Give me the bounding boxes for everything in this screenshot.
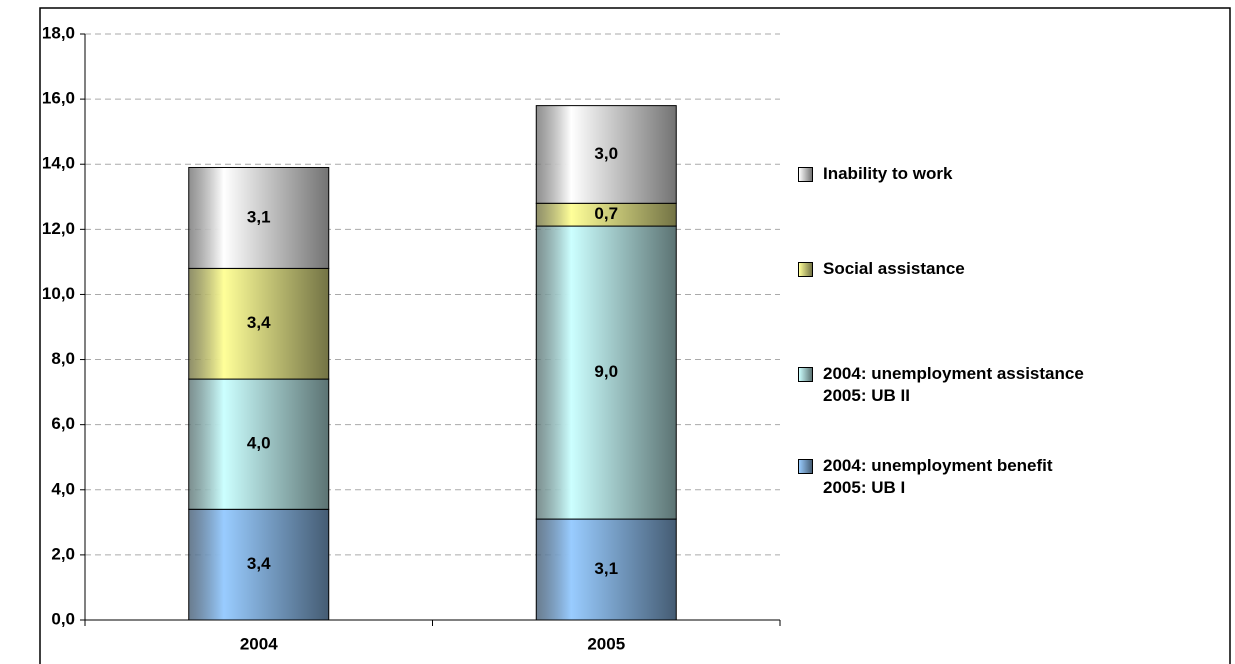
y-tick-label: 6,0 (51, 414, 75, 433)
bar-segment (535, 518, 677, 621)
bar-segment (535, 105, 677, 204)
x-tick-label: 2004 (240, 634, 278, 653)
legend-label: Social assistance (823, 259, 965, 278)
bar-segment (188, 378, 330, 510)
value-label: 4,0 (247, 434, 271, 453)
chart-frame (39, 7, 1231, 664)
legend-item: Social assistance (798, 258, 965, 280)
legend-swatch (798, 459, 813, 474)
bar-segment (535, 225, 677, 520)
y-tick-label: 14,0 (42, 154, 75, 173)
value-label: 3,4 (247, 313, 271, 332)
legend-swatch (798, 167, 813, 182)
legend-item: 2004: unemployment assistance 2005: UB I… (798, 363, 1084, 407)
value-label: 0,7 (594, 204, 618, 223)
legend-swatch (798, 367, 813, 382)
legend-label: 2004: unemployment assistance 2005: UB I… (823, 364, 1084, 405)
y-tick-label: 16,0 (42, 89, 75, 108)
y-tick-label: 10,0 (42, 284, 75, 303)
y-tick-label: 4,0 (51, 479, 75, 498)
legend-label: 2004: unemployment benefit 2005: UB I (823, 456, 1053, 497)
bar-segment (188, 166, 330, 269)
legend-swatch (798, 262, 813, 277)
legend-item: 2004: unemployment benefit 2005: UB I (798, 455, 1053, 499)
y-tick-label: 8,0 (51, 349, 75, 368)
legend-label: Inability to work (823, 164, 953, 183)
value-label: 3,1 (594, 559, 618, 578)
y-tick-label: 12,0 (42, 219, 75, 238)
y-tick-label: 2,0 (51, 544, 75, 563)
value-label: 3,1 (247, 207, 271, 226)
value-label: 3,4 (247, 554, 271, 573)
x-tick-label: 2005 (587, 634, 625, 653)
value-label: 9,0 (594, 362, 618, 381)
value-label: 3,0 (594, 144, 618, 163)
y-tick-label: 18,0 (42, 23, 75, 42)
y-tick-label: 0,0 (51, 609, 75, 628)
bar-segment (188, 267, 330, 380)
legend-item: Inability to work (798, 163, 952, 185)
